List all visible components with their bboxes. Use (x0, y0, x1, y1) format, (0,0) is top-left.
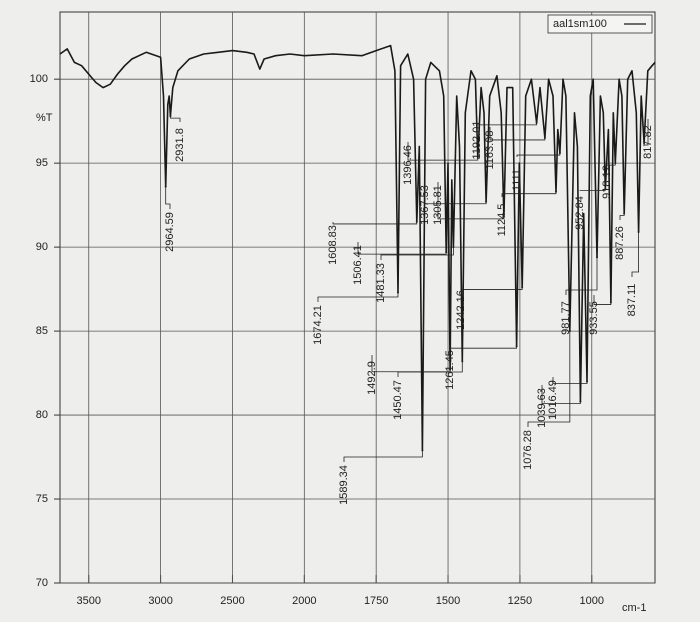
x-tick-label: 3000 (148, 595, 172, 607)
peak-label: 1674.21 (312, 305, 324, 345)
x-tick-label: 1250 (508, 595, 532, 607)
y-tick-label: 100 (30, 73, 48, 85)
peak-label: 1261.45 (444, 350, 456, 390)
x-axis-label: cm-1 (622, 602, 646, 614)
leader-line (527, 331, 571, 427)
peak-marker (586, 380, 589, 383)
peak-label: 1111 (511, 169, 523, 191)
peak-label: 1305.81 (432, 185, 444, 225)
legend-label: aal1sm100 (553, 18, 607, 30)
peak-label: 1039.63 (536, 388, 548, 428)
peak-marker (521, 286, 524, 289)
peak-marker (396, 291, 399, 294)
peak-label: 1124.5 (496, 204, 508, 237)
peak-marker (502, 215, 505, 218)
leader-line (165, 186, 171, 209)
peak-marker (643, 141, 646, 144)
peak-marker (452, 246, 455, 249)
peak-label: 1492.9 (366, 361, 378, 395)
peak-label: 1367.53 (419, 185, 431, 225)
peak-marker (543, 136, 546, 139)
peak-label: 1589.34 (338, 465, 350, 505)
peak-marker (415, 220, 418, 223)
peak-label: 952.84 (574, 196, 586, 230)
peak-marker (461, 360, 464, 363)
peak-marker (515, 345, 518, 348)
peak-marker (535, 121, 538, 124)
peak-marker (579, 400, 582, 403)
y-tick-label: 70 (36, 577, 48, 589)
peak-marker (623, 212, 626, 215)
peak-label: 1163.08 (484, 131, 496, 170)
peak-label: 1481.33 (375, 263, 387, 303)
peak-marker (596, 256, 599, 259)
peak-marker (558, 152, 561, 155)
peak-label: 887.26 (614, 226, 626, 260)
peak-label: 1192.01 (471, 121, 483, 160)
peak-label: 981.77 (560, 301, 572, 335)
y-tick-label: 80 (36, 409, 48, 421)
peak-label: 1396.46 (402, 145, 414, 185)
y-axis-label: %T (36, 112, 53, 124)
peak-marker (604, 187, 607, 190)
leader-line (397, 361, 463, 377)
spectrum-line (59, 44, 656, 452)
peak-marker (169, 115, 172, 118)
peak-marker (614, 162, 617, 165)
x-tick-label: 3500 (77, 595, 101, 607)
peak-marker (449, 368, 452, 371)
peak-label: 1242.16 (455, 290, 467, 330)
peak-label: 837.11 (626, 284, 638, 317)
peak-label: 1076.28 (522, 430, 534, 470)
leader-line (631, 232, 639, 277)
peak-label: 1506.41 (352, 245, 364, 285)
peak-label: 2964.59 (164, 212, 176, 252)
x-tick-label: 1000 (580, 595, 604, 607)
y-tick-label: 85 (36, 325, 48, 337)
peak-marker (476, 157, 479, 160)
y-tick-label: 90 (36, 241, 48, 253)
peak-marker (554, 190, 557, 193)
peak-marker (421, 449, 424, 452)
y-tick-label: 75 (36, 493, 48, 505)
leader-line (380, 247, 454, 260)
x-tick-label: 1750 (364, 595, 388, 607)
peak-label: 933.55 (588, 301, 600, 335)
peak-label: 817.82 (642, 125, 654, 159)
peak-label: 918.12 (601, 165, 613, 199)
peak-label: 1016.49 (547, 380, 559, 420)
peak-marker (609, 301, 612, 304)
y-tick-label: 95 (36, 157, 48, 169)
peak-label: 2931.8 (174, 128, 186, 162)
peak-marker (445, 251, 448, 254)
leader-line (343, 450, 423, 462)
leader-line (317, 292, 399, 302)
x-tick-label: 2000 (292, 595, 316, 607)
x-tick-label: 2500 (220, 595, 244, 607)
peak-label: 1450.47 (392, 380, 404, 420)
x-tick-label: 1500 (436, 595, 460, 607)
peak-marker (568, 330, 571, 333)
legend-box (547, 14, 653, 34)
peak-marker (637, 231, 640, 234)
peak-label: 1608.83 (327, 225, 339, 265)
peak-marker (164, 185, 167, 188)
peak-marker (485, 200, 488, 203)
leader-line (565, 257, 598, 295)
